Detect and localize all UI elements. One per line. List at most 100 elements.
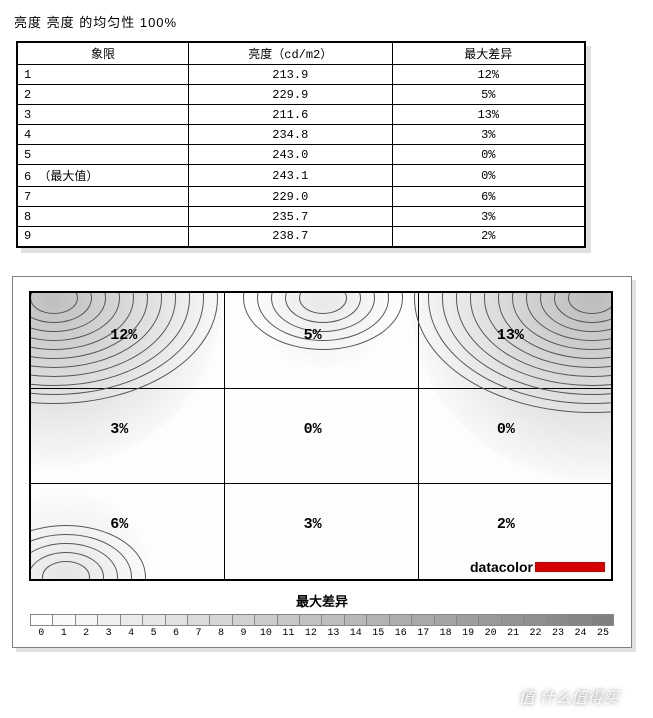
cell-luminance: 229.0 — [188, 187, 392, 207]
scale-tick: 19 — [457, 628, 479, 639]
page-title: 亮度 亮度 的均匀性 100% — [14, 12, 645, 31]
scale-tick: 14 — [345, 628, 367, 639]
table-row: 7229.06% — [17, 187, 585, 207]
cell-luminance: 234.8 — [188, 125, 392, 145]
scale-tick: 12 — [300, 628, 322, 639]
scale-tick: 9 — [232, 628, 254, 639]
watermark: 值 什么值得买 — [519, 684, 619, 708]
scale-ticks: 0123456789101112131415161718192021222324… — [30, 628, 614, 639]
scale-swatch — [254, 614, 276, 626]
cell-quadrant: 1 — [17, 65, 188, 85]
cell-quadrant: 2 — [17, 85, 188, 105]
scale-swatch — [165, 614, 187, 626]
scale-swatch — [187, 614, 209, 626]
cell-maxdiff: 2% — [392, 227, 585, 247]
heatmap-cell-label: 3% — [304, 516, 322, 533]
brand-text: datacolor — [470, 559, 533, 575]
scale-swatch — [523, 614, 545, 626]
scale-tick: 10 — [255, 628, 277, 639]
scale-swatch — [456, 614, 478, 626]
scale-swatch — [546, 614, 568, 626]
scale-swatch — [434, 614, 456, 626]
scale-swatch — [142, 614, 164, 626]
cell-maxdiff: 0% — [392, 165, 585, 187]
scale-tick: 3 — [97, 628, 119, 639]
scale-swatch — [389, 614, 411, 626]
scale-swatch — [591, 614, 614, 626]
scale-swatch — [97, 614, 119, 626]
heatmap-cell-label: 2% — [497, 516, 515, 533]
th-quadrant: 象限 — [17, 42, 188, 65]
cell-quadrant: 5 — [17, 145, 188, 165]
heatmap-cell-label: 0% — [497, 421, 515, 438]
scale-swatch — [366, 614, 388, 626]
scale-tick: 13 — [322, 628, 344, 639]
scale-swatch — [277, 614, 299, 626]
scale-swatch — [30, 614, 52, 626]
table-row: 3211.613% — [17, 105, 585, 125]
th-luminance: 亮度（cd/m2） — [188, 42, 392, 65]
brand-logo: datacolor — [470, 559, 605, 575]
heatmap-cell-label: 13% — [497, 327, 524, 344]
scale-tick: 17 — [412, 628, 434, 639]
table-row: 6 （最大值）243.10% — [17, 165, 585, 187]
scale-tick: 20 — [479, 628, 501, 639]
table-row: 2229.95% — [17, 85, 585, 105]
scale-swatch — [478, 614, 500, 626]
cell-luminance: 211.6 — [188, 105, 392, 125]
cell-maxdiff: 3% — [392, 207, 585, 227]
heatmap-cell-label: 6% — [110, 516, 128, 533]
grid-v2 — [418, 293, 419, 579]
cell-luminance: 229.9 — [188, 85, 392, 105]
scale-tick: 18 — [434, 628, 456, 639]
cell-quadrant: 8 — [17, 207, 188, 227]
table-row: 9238.72% — [17, 227, 585, 247]
table-row: 8235.73% — [17, 207, 585, 227]
cell-maxdiff: 13% — [392, 105, 585, 125]
scale-swatch — [120, 614, 142, 626]
cell-quadrant: 7 — [17, 187, 188, 207]
scale-tick: 8 — [210, 628, 232, 639]
heatmap-cell-label: 5% — [304, 327, 322, 344]
cell-luminance: 213.9 — [188, 65, 392, 85]
scale-tick: 2 — [75, 628, 97, 639]
scale-swatch — [411, 614, 433, 626]
cell-maxdiff: 6% — [392, 187, 585, 207]
scale-tick: 7 — [187, 628, 209, 639]
scale-tick: 5 — [142, 628, 164, 639]
scale-tick: 24 — [569, 628, 591, 639]
scale-swatch — [501, 614, 523, 626]
cell-quadrant: 3 — [17, 105, 188, 125]
heatmap-cell-label: 12% — [110, 327, 137, 344]
scale-tick: 23 — [547, 628, 569, 639]
heatmap-cell-label: 3% — [110, 421, 128, 438]
cell-luminance: 235.7 — [188, 207, 392, 227]
cell-quadrant: 6 （最大值） — [17, 165, 188, 187]
cell-quadrant: 9 — [17, 227, 188, 247]
cell-maxdiff: 3% — [392, 125, 585, 145]
scale-tick: 6 — [165, 628, 187, 639]
scale-title: 最大差异 — [29, 591, 615, 610]
luminance-table: 象限 亮度（cd/m2） 最大差异 1213.912%2229.95%3211.… — [16, 41, 586, 248]
table-header-row: 象限 亮度（cd/m2） 最大差异 — [17, 42, 585, 65]
cell-luminance: 238.7 — [188, 227, 392, 247]
scale-swatch — [209, 614, 231, 626]
scale-tick: 11 — [277, 628, 299, 639]
scale-tick: 16 — [390, 628, 412, 639]
table-row: 1213.912% — [17, 65, 585, 85]
scale-tick: 1 — [52, 628, 74, 639]
cell-luminance: 243.1 — [188, 165, 392, 187]
heatmap-cell-label: 0% — [304, 421, 322, 438]
cell-luminance: 243.0 — [188, 145, 392, 165]
scale-swatch — [344, 614, 366, 626]
scale-swatch — [232, 614, 254, 626]
grid-v1 — [224, 293, 225, 579]
scale-swatch — [568, 614, 590, 626]
table-row: 4234.83% — [17, 125, 585, 145]
scale-tick: 22 — [524, 628, 546, 639]
scale-swatches — [30, 614, 614, 626]
scale-tick: 0 — [30, 628, 52, 639]
cell-maxdiff: 12% — [392, 65, 585, 85]
scale-swatch — [299, 614, 321, 626]
th-maxdiff: 最大差异 — [392, 42, 585, 65]
